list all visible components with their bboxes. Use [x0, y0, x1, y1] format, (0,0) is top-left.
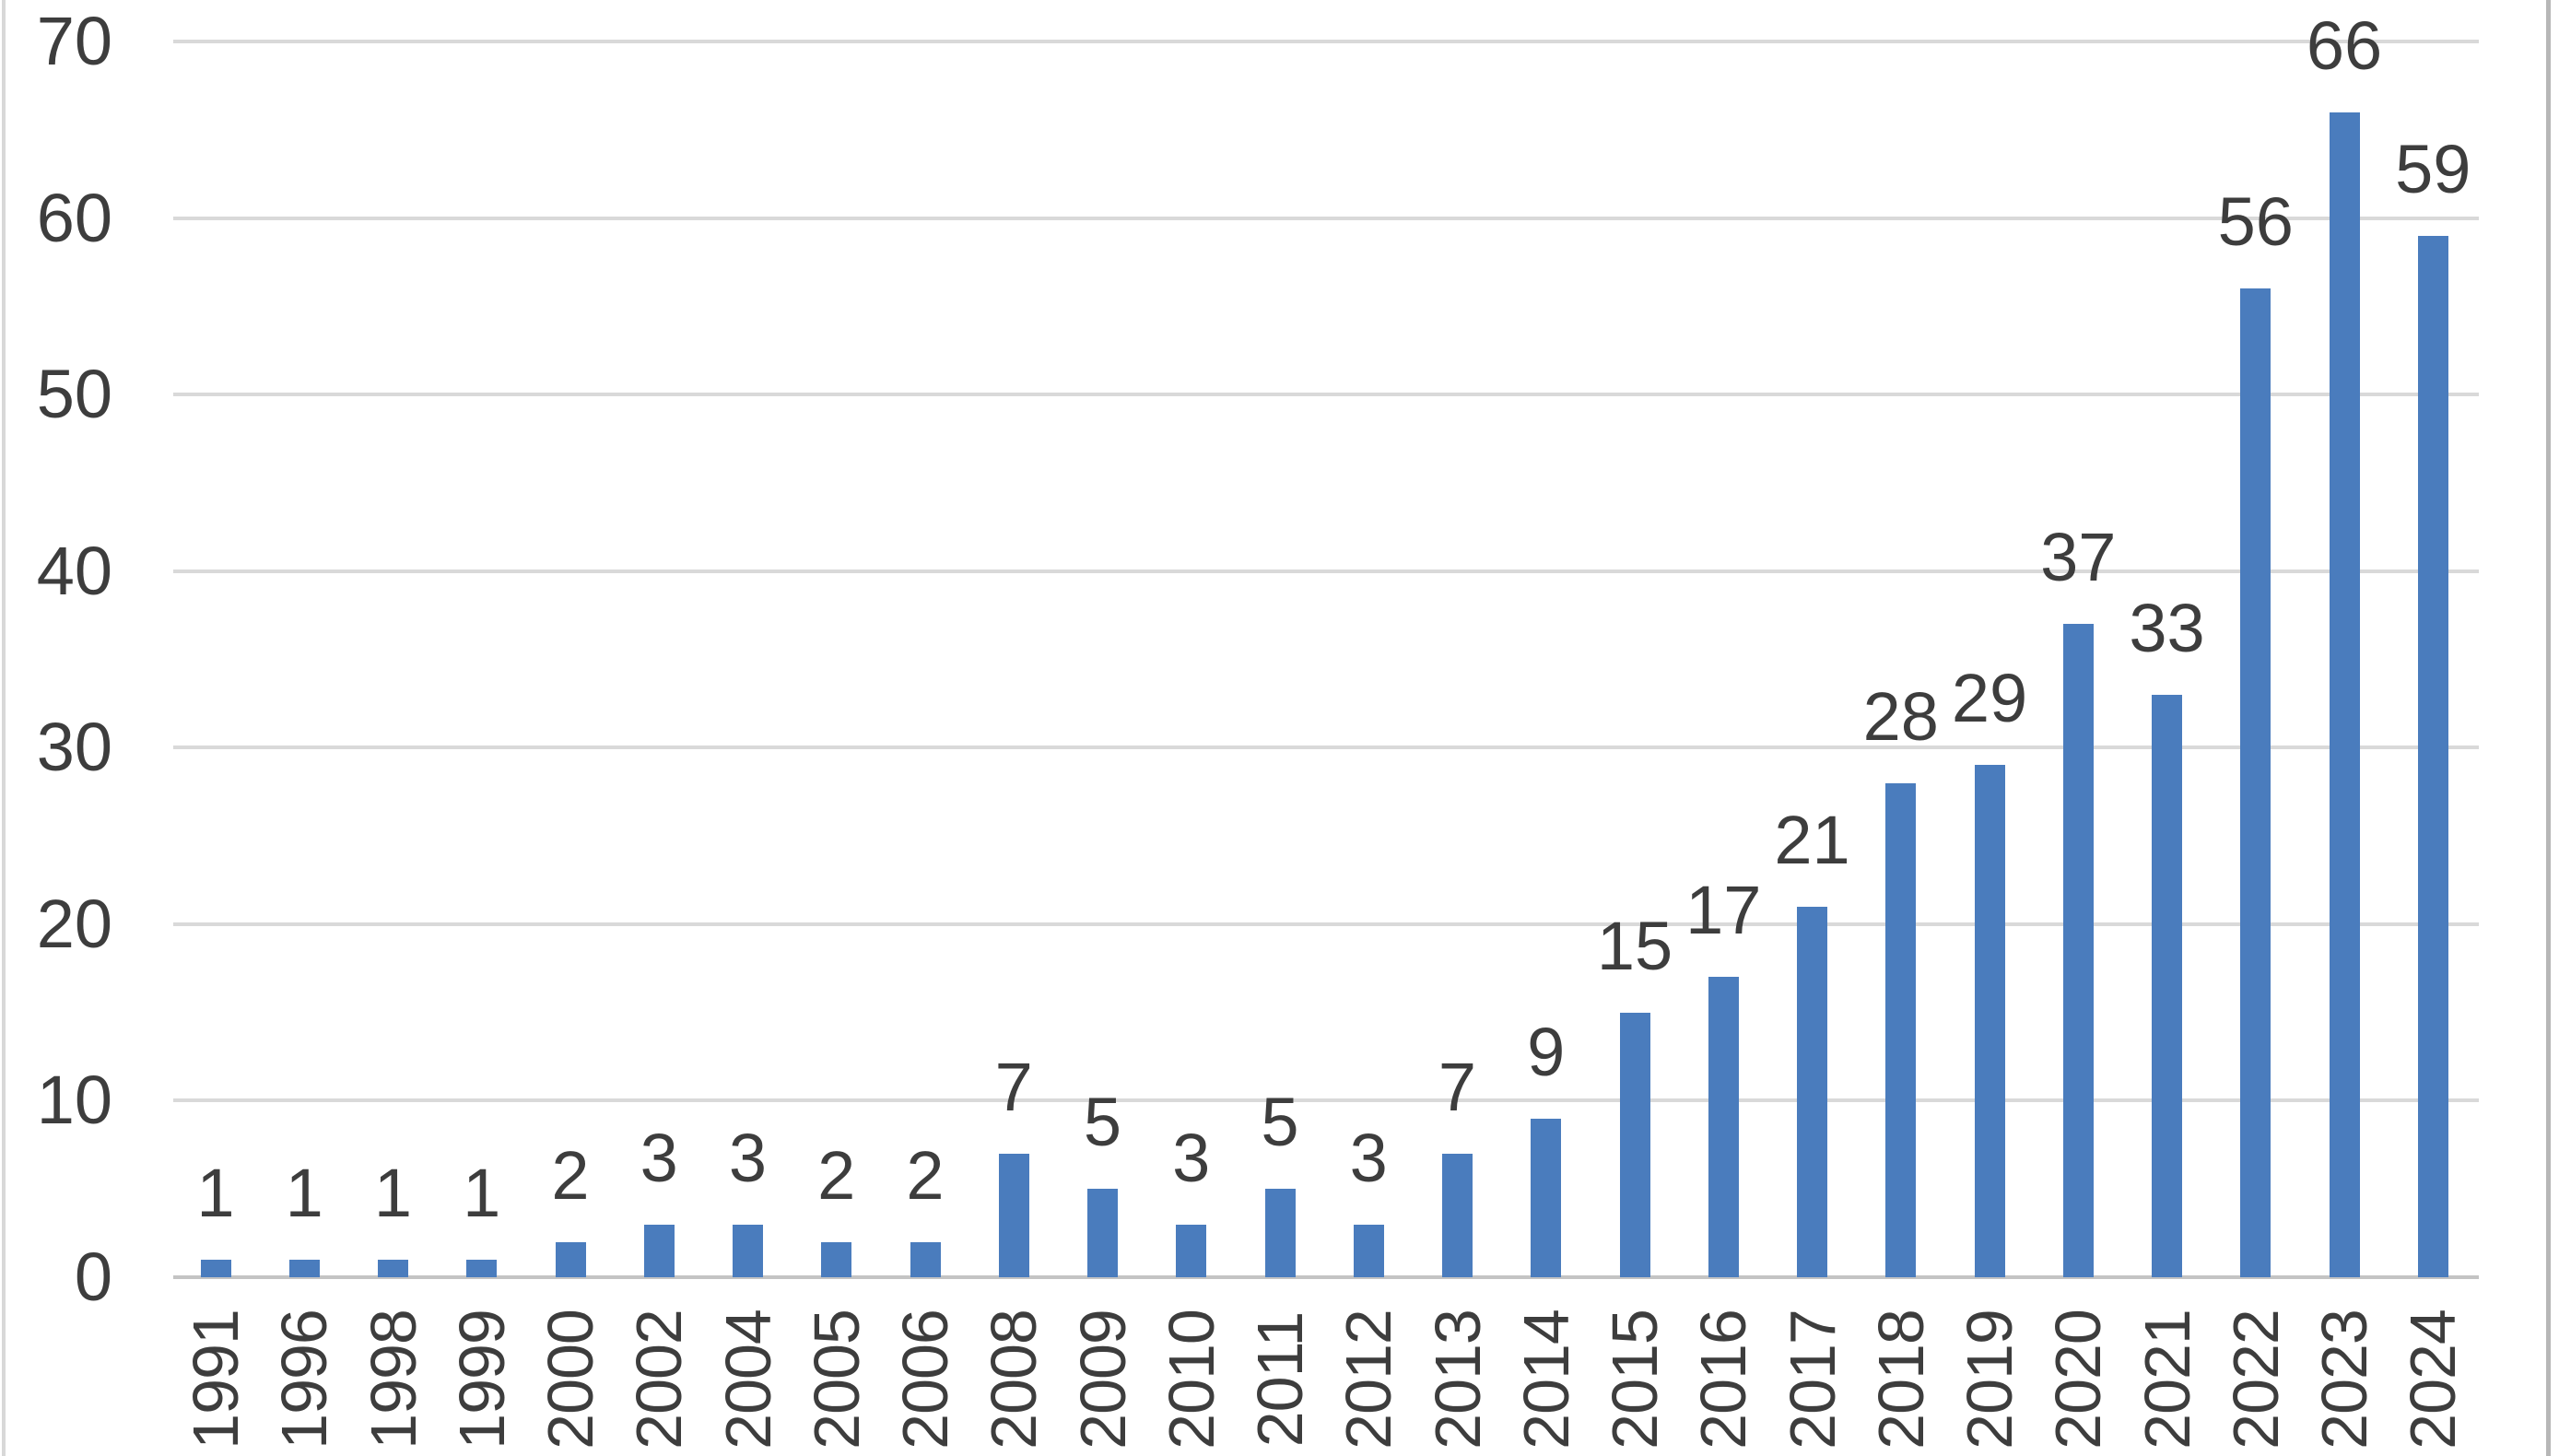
gridline-50: [173, 393, 2479, 397]
bar-value-label-2009: 5: [1083, 1084, 1122, 1160]
bar-2022[interactable]: [2240, 288, 2271, 1277]
x-tick-label-2006: 2006: [889, 1309, 961, 1450]
bar-value-label-2008: 7: [994, 1049, 1033, 1125]
bar-1996[interactable]: [288, 1260, 320, 1277]
bar-2005[interactable]: [821, 1242, 852, 1277]
x-tick-label-2004: 2004: [711, 1309, 784, 1450]
bar-value-label-2004: 3: [728, 1120, 768, 1196]
bar-value-label-2005: 2: [817, 1137, 856, 1214]
x-tick-label-1999: 1999: [445, 1309, 518, 1450]
bar-2009[interactable]: [1087, 1189, 1118, 1277]
bar-value-label-2022: 56: [2217, 183, 2294, 260]
bar-value-label-2016: 17: [1685, 872, 1762, 948]
bar-value-label-2013: 7: [1438, 1049, 1477, 1125]
bar-value-label-2021: 33: [2129, 590, 2205, 666]
bar-value-label-2010: 3: [1172, 1120, 1211, 1196]
bar-1998[interactable]: [378, 1260, 408, 1277]
bar-1991[interactable]: [200, 1260, 231, 1277]
x-tick-label-2013: 2013: [1421, 1309, 1494, 1450]
x-tick-label-2019: 2019: [1954, 1309, 2025, 1450]
y-tick-label-60: 60: [36, 179, 112, 256]
bar-value-label-1998: 1: [373, 1155, 413, 1231]
figure-right-border: [2546, 0, 2551, 1456]
bar-value-label-2012: 3: [1349, 1120, 1388, 1196]
bar-2011[interactable]: [1264, 1189, 1296, 1277]
x-tick-label-2021: 2021: [2131, 1309, 2203, 1450]
y-tick-label-50: 50: [36, 356, 112, 433]
bar-value-label-2015: 15: [1596, 908, 1673, 984]
bar-2000[interactable]: [555, 1242, 586, 1277]
bar-2017[interactable]: [1797, 907, 1827, 1277]
y-tick-label-0: 0: [74, 1239, 112, 1315]
bar-2010[interactable]: [1176, 1225, 1207, 1277]
y-tick-label-20: 20: [36, 885, 112, 962]
bar-value-label-2017: 21: [1774, 802, 1850, 878]
x-tick-label-2016: 2016: [1687, 1309, 1760, 1450]
bar-2008[interactable]: [998, 1154, 1029, 1277]
bar-2021[interactable]: [2152, 695, 2182, 1277]
y-tick-label-70: 70: [36, 3, 112, 79]
y-tick-label-10: 10: [36, 1062, 112, 1139]
x-tick-label-2018: 2018: [1864, 1309, 1937, 1450]
gridline-30: [173, 746, 2479, 750]
bar-2020[interactable]: [2062, 624, 2094, 1277]
bar-2013[interactable]: [1442, 1154, 1473, 1277]
x-tick-label-2020: 2020: [2042, 1309, 2115, 1450]
bar-value-label-2006: 2: [906, 1137, 945, 1214]
x-tick-label-2017: 2017: [1776, 1309, 1849, 1450]
gridline-10: [173, 1098, 2479, 1103]
gridline-70: [173, 40, 2479, 43]
x-tick-label-2002: 2002: [623, 1309, 696, 1450]
x-tick-label-2024: 2024: [2397, 1309, 2470, 1450]
gridline-60: [173, 216, 2479, 220]
bar-2024[interactable]: [2417, 236, 2448, 1277]
bar-2004[interactable]: [733, 1225, 763, 1277]
bar-value-label-2024: 59: [2395, 131, 2471, 207]
bar-2014[interactable]: [1531, 1119, 1562, 1277]
bar-2015[interactable]: [1619, 1013, 1650, 1277]
bar-value-label-1999: 1: [463, 1155, 501, 1231]
x-tick-label-2011: 2011: [1244, 1311, 1316, 1448]
x-tick-label-2015: 2015: [1599, 1309, 1671, 1450]
gridline-40: [173, 569, 2479, 573]
x-tick-label-2010: 2010: [1155, 1309, 1227, 1450]
gridline-20: [173, 922, 2479, 926]
figure-left-border: [2, 0, 6, 1456]
x-tick-label-2023: 2023: [2308, 1309, 2380, 1450]
bar-value-label-2020: 37: [2040, 519, 2117, 595]
bar-value-label-1991: 1: [196, 1155, 235, 1231]
bar-2016[interactable]: [1708, 977, 1739, 1277]
bar-value-label-2000: 2: [551, 1137, 590, 1214]
x-tick-label-2012: 2012: [1332, 1309, 1405, 1450]
x-tick-label-1996: 1996: [268, 1309, 341, 1450]
x-tick-label-1991: 1991: [180, 1309, 252, 1450]
x-tick-label-2008: 2008: [978, 1309, 1051, 1450]
x-tick-label-2000: 2000: [534, 1309, 606, 1450]
bar-value-label-2011: 5: [1261, 1084, 1299, 1160]
y-tick-label-30: 30: [36, 709, 112, 786]
bar-value-label-2014: 9: [1527, 1014, 1566, 1090]
bar-value-label-2002: 3: [640, 1120, 678, 1196]
bar-2023[interactable]: [2329, 112, 2360, 1277]
x-tick-label-2022: 2022: [2219, 1309, 2292, 1450]
bar-1999[interactable]: [466, 1260, 498, 1277]
bar-value-label-2018: 28: [1862, 678, 1939, 755]
x-tick-label-2005: 2005: [800, 1309, 873, 1450]
y-tick-label-40: 40: [36, 532, 112, 609]
bar-value-label-1996: 1: [285, 1155, 323, 1231]
bar-2002[interactable]: [643, 1225, 675, 1277]
x-tick-label-2014: 2014: [1509, 1309, 1582, 1450]
bar-value-label-2023: 66: [2306, 7, 2383, 84]
bar-2018[interactable]: [1885, 783, 1917, 1277]
x-tick-label-1998: 1998: [357, 1309, 429, 1450]
x-tick-label-2009: 2009: [1066, 1309, 1139, 1450]
x-axis-line: [173, 1275, 2479, 1279]
bar-2006[interactable]: [910, 1242, 941, 1277]
bar-2019[interactable]: [1974, 765, 2005, 1277]
bar-2012[interactable]: [1353, 1225, 1384, 1277]
bar-value-label-2019: 29: [1951, 660, 2028, 736]
